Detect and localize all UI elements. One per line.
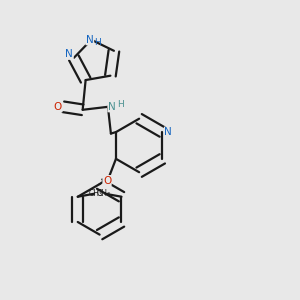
Text: CH₃: CH₃ <box>88 189 103 198</box>
Text: O: O <box>103 176 111 185</box>
Text: N: N <box>65 49 73 59</box>
Text: N: N <box>164 127 172 137</box>
Text: H: H <box>94 38 101 46</box>
Text: H: H <box>117 100 124 109</box>
Text: CH₃: CH₃ <box>97 189 111 198</box>
Text: N: N <box>108 102 116 112</box>
Text: N: N <box>86 35 94 45</box>
Text: O: O <box>54 102 62 112</box>
